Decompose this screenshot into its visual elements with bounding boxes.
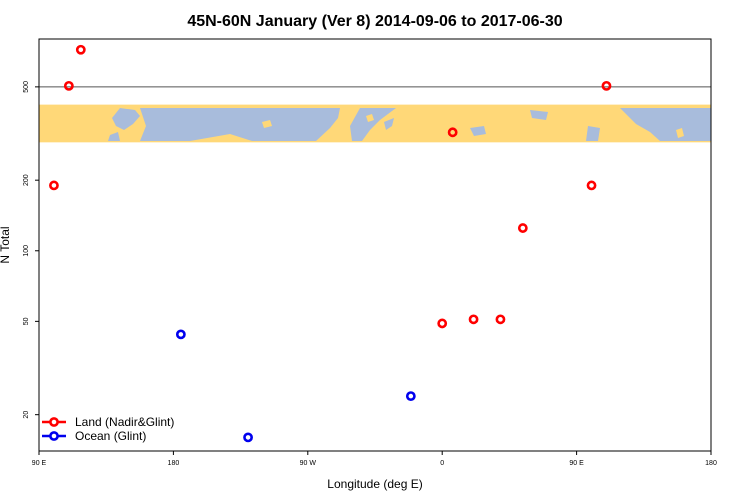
x-tick-label: 180 [705, 460, 717, 467]
plot-frame [38, 38, 712, 452]
y-tick-label: 50 [23, 317, 30, 325]
data-point [63, 80, 74, 91]
world-map-strip [39, 104, 711, 143]
map-ocean-region [530, 110, 548, 120]
y-tick-label: 20 [23, 411, 30, 419]
data-point [468, 314, 479, 325]
map-ocean-region [236, 116, 246, 124]
legend-label: Ocean (Glint) [75, 429, 146, 443]
data-points [49, 44, 612, 443]
legend-label: Land (Nadir&Glint) [75, 415, 174, 429]
data-point [447, 127, 458, 138]
map-ocean-region [668, 112, 680, 126]
x-axis-ticks: 90 E 180 90 W 0 90 E 180 [32, 451, 717, 467]
y-axis-ticks: 20 50 100 200 500 [23, 81, 39, 419]
map-island [676, 128, 684, 138]
map-island [366, 114, 374, 122]
map-ocean-region [470, 126, 486, 136]
map-ocean-region [620, 108, 711, 141]
y-axis-label: N Total [0, 226, 12, 263]
legend-marker [49, 431, 59, 441]
map-ocean-region [384, 118, 394, 130]
data-point [601, 80, 612, 91]
y-tick-label: 100 [23, 245, 30, 257]
map-ocean-region [300, 108, 340, 141]
map-island [336, 124, 344, 134]
map-ocean-region [108, 132, 120, 141]
y-tick-label: 200 [23, 174, 30, 186]
legend: Land (Nadir&Glint)Ocean (Glint) [42, 415, 174, 443]
x-tick-label: 90 E [569, 460, 584, 467]
x-axis-label: Longitude (deg E) [327, 477, 422, 491]
map-ocean-region [350, 108, 396, 141]
x-tick-label: 0 [440, 460, 444, 467]
legend-marker [49, 417, 59, 427]
map-ocean-region [112, 108, 140, 130]
data-point [243, 432, 253, 443]
chart-title: 45N-60N January (Ver 8) 2014-09-06 to 20… [187, 13, 562, 30]
data-point [175, 329, 186, 340]
data-point [437, 318, 448, 329]
map-ocean-region [586, 126, 600, 141]
map-island [262, 120, 272, 128]
x-tick-label: 180 [168, 460, 180, 467]
y-tick-label: 500 [23, 81, 30, 93]
x-tick-label: 90 W [300, 460, 317, 467]
data-point [586, 180, 597, 191]
map-ocean-region [140, 108, 300, 141]
data-point [75, 44, 86, 55]
x-tick-label: 90 E [32, 460, 47, 467]
data-point [495, 314, 506, 325]
data-point [49, 180, 59, 191]
data-point [517, 223, 528, 233]
data-point [405, 391, 416, 402]
